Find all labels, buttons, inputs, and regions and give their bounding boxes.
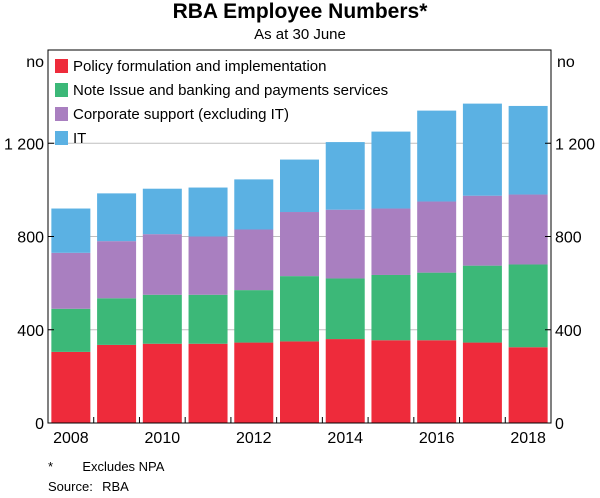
bar-segment-2010-series-4 — [142, 188, 182, 235]
bar-segment-2008-series-4 — [51, 208, 91, 253]
y-axis-unit-left: no — [26, 54, 44, 71]
bar-segment-2015-series-4 — [371, 131, 411, 209]
bar-segment-2017-series-1 — [462, 342, 502, 423]
y-axis-unit-right: no — [557, 54, 575, 71]
bar-segment-2010-series-3 — [142, 234, 182, 295]
bar-segment-2011-series-1 — [188, 343, 228, 423]
source-label: Source: — [48, 479, 93, 494]
bar-segment-2013-series-4 — [280, 159, 319, 213]
bar-segment-2008-series-2 — [51, 308, 91, 352]
bar-segment-2013-series-3 — [280, 212, 319, 277]
bar-segment-2011-series-2 — [188, 294, 228, 344]
bar-segment-2014-series-4 — [325, 142, 365, 210]
bar-segment-2018-series-3 — [508, 194, 548, 265]
bar-segment-2009-series-3 — [97, 241, 137, 299]
legend-swatch-2 — [55, 83, 68, 97]
bar-segment-2010-series-2 — [142, 294, 182, 344]
bar-segment-2008-series-1 — [51, 351, 91, 423]
bar-segment-2016-series-4 — [417, 110, 457, 202]
bar-segment-2011-series-3 — [188, 236, 228, 295]
x-tick-label: 2018 — [510, 430, 546, 447]
legend-label-3: Corporate support (excluding IT) — [73, 106, 289, 123]
bar-segment-2015-series-3 — [371, 208, 411, 275]
y-tick-label-left: 1 200 — [4, 136, 44, 153]
x-tick-label: 2012 — [236, 430, 272, 447]
bar-segment-2011-series-4 — [188, 187, 228, 237]
axes: 0 0 400 400 800 800 1 200 1 200 no no 2008 2010 2012… — [4, 54, 595, 447]
bar-segment-2009-series-4 — [97, 193, 137, 242]
footnote-symbol: * — [48, 459, 54, 474]
bar-segment-2018-series-1 — [508, 347, 548, 423]
chart-title: RBA Employee Numbers* — [172, 0, 428, 23]
bar-segment-2009-series-1 — [97, 344, 137, 423]
bar-segment-2010-series-1 — [142, 343, 182, 423]
legend-swatch-1 — [55, 59, 68, 73]
x-tick-label: 2014 — [327, 430, 363, 447]
legend: Policy formulation and implementation Not… — [55, 58, 388, 147]
bar-segment-2012-series-2 — [234, 290, 274, 343]
bar-segment-2016-series-2 — [417, 272, 457, 341]
bar-segment-2014-series-1 — [325, 339, 365, 423]
x-tick-label: 2008 — [53, 430, 89, 447]
bar-segment-2008-series-3 — [51, 252, 91, 309]
y-tick-label-left: 0 — [35, 416, 44, 433]
legend-label-1: Policy formulation and implementation — [73, 58, 326, 75]
footnote-excludes: * Excludes NPA — [48, 459, 164, 474]
x-tick-label: 2016 — [419, 430, 455, 447]
bar-segment-2015-series-1 — [371, 340, 411, 423]
bar-segment-2017-series-3 — [462, 195, 502, 266]
legend-label-2: Note Issue and banking and payments serv… — [73, 82, 388, 99]
bar-segment-2018-series-2 — [508, 264, 548, 348]
y-tick-label-right: 400 — [555, 323, 582, 340]
legend-swatch-4 — [55, 131, 68, 145]
y-tick-label-right: 1 200 — [555, 136, 595, 153]
y-tick-label-left: 800 — [17, 230, 44, 247]
y-tick-label-right: 0 — [555, 416, 564, 433]
y-tick-label-right: 800 — [555, 230, 582, 247]
bars — [51, 103, 548, 423]
x-tick-label: 2010 — [145, 430, 181, 447]
bar-segment-2009-series-2 — [97, 298, 137, 345]
bar-segment-2012-series-3 — [234, 229, 274, 291]
bar-segment-2013-series-1 — [280, 341, 319, 423]
bar-segment-2018-series-4 — [508, 105, 548, 195]
legend-label-4: IT — [73, 130, 86, 147]
footnote-source: Source: RBA — [48, 479, 129, 494]
bar-segment-2016-series-3 — [417, 201, 457, 273]
bar-segment-2012-series-4 — [234, 179, 274, 230]
bar-segment-2017-series-4 — [462, 103, 502, 196]
legend-swatch-3 — [55, 107, 68, 121]
y-tick-label-left: 400 — [17, 323, 44, 340]
bar-segment-2016-series-1 — [417, 340, 457, 423]
bar-segment-2012-series-1 — [234, 342, 274, 423]
bar-segment-2014-series-2 — [325, 278, 365, 340]
chart-subtitle: As at 30 June — [254, 26, 346, 43]
bar-segment-2015-series-2 — [371, 274, 411, 341]
source-text: RBA — [102, 479, 129, 494]
bar-segment-2017-series-2 — [462, 265, 502, 343]
bar-segment-2014-series-3 — [325, 209, 365, 279]
footnote-text: Excludes NPA — [82, 459, 165, 474]
bar-segment-2013-series-2 — [280, 276, 319, 342]
